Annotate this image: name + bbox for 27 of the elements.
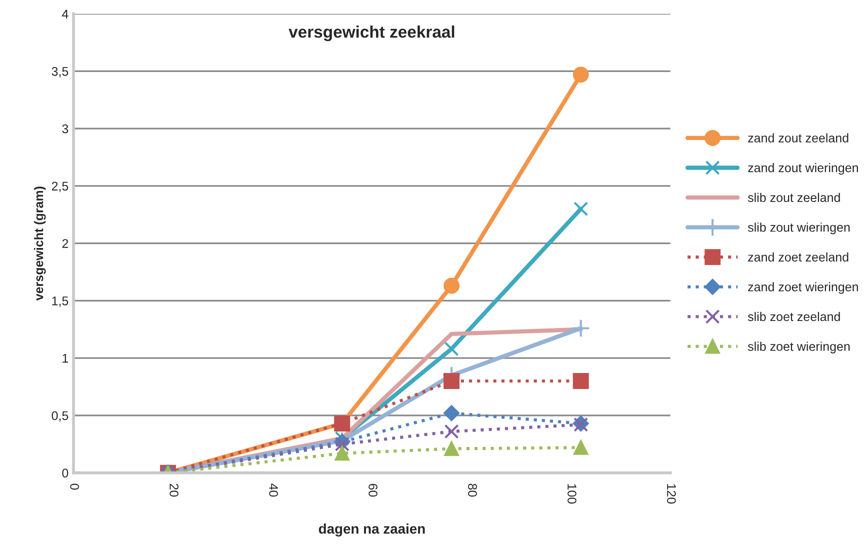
x-tick-label: 60 [368, 484, 378, 497]
x-axis-title: dagen na zaaien [318, 524, 425, 537]
y-tick-label: 1 [62, 354, 68, 363]
x-tick-label: 80 [468, 484, 477, 497]
x-tick-label: 40 [269, 484, 278, 497]
legend-label: zand zout wieringen [748, 163, 858, 175]
x-tick-label: 120 [667, 484, 676, 504]
legend-label: zand zoet zeeland [748, 252, 848, 262]
legend-label: slib zoet zeeland [748, 312, 840, 322]
legend-label: slib zout wieringen [748, 222, 850, 234]
legend-label: slib zout zeeland [748, 192, 840, 202]
y-tick-label: 4 [62, 10, 68, 18]
y-tick-label: 3,5 [52, 67, 68, 78]
legend-label: slib zoet wieringen [748, 342, 850, 354]
y-tick-label: 0,5 [52, 411, 68, 422]
legend-label: zand zout zeeland [748, 133, 848, 142]
y-tick-label: 0 [62, 468, 68, 478]
y-tick-label: 2,5 [52, 182, 68, 192]
y-tick-label: 2 [62, 239, 68, 248]
legend-label: zand zoet wieringen [748, 282, 858, 294]
x-tick-label: 20 [170, 484, 178, 497]
y-axis-title: versgewicht (gram) [34, 186, 46, 301]
text: versgewicht zeekraal [288, 26, 454, 42]
y-tick-label: 3 [62, 124, 68, 134]
x-tick-label: 100 [568, 484, 576, 504]
y-tick-label: 1,5 [52, 296, 68, 307]
x-tick-label: 0 [70, 484, 80, 490]
